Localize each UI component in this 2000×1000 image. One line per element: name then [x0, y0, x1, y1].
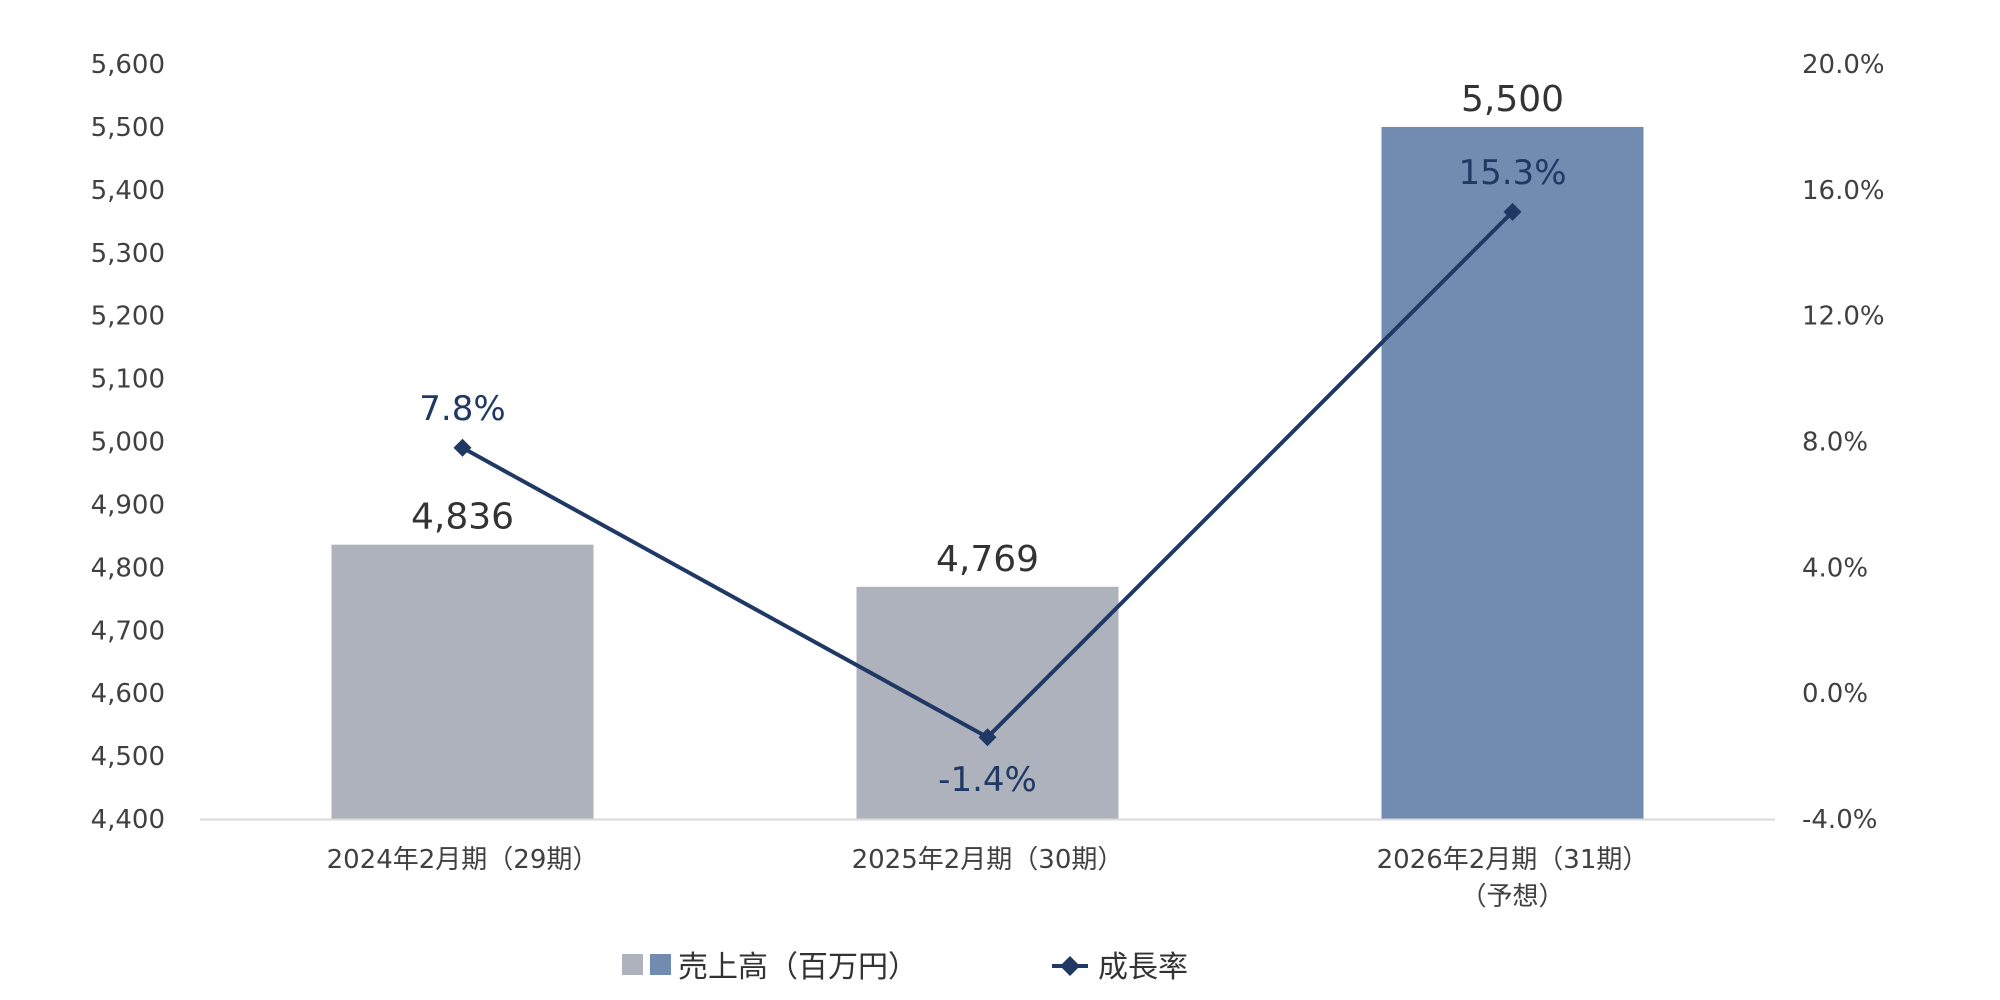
sales-value-label: 4,769: [936, 539, 1039, 580]
growth-rate-marker: [453, 438, 472, 457]
sales-bar: [856, 586, 1119, 819]
growth-rate-value-label: -1.4%: [938, 760, 1037, 800]
left-axis-tick-label: 4,500: [91, 742, 165, 772]
left-axis-tick-label: 4,600: [91, 679, 165, 709]
growth-rate-value-label: 15.3%: [1458, 153, 1566, 193]
right-axis-tick-label: 8.0%: [1802, 428, 1868, 458]
right-axis-tick-label: 4.0%: [1802, 553, 1868, 583]
left-axis-tick-label: 5,500: [91, 113, 165, 143]
category-axis: 2024年2月期（29期） 2025年2月期（30期） 2026年2月期（31期） （…: [327, 845, 1649, 912]
sales-bars: [331, 126, 1644, 819]
left-axis-tick-label: 5,100: [91, 365, 165, 395]
category-label: 2025年2月期（30期）: [852, 845, 1124, 875]
legend-swatch-actual: [622, 954, 643, 975]
left-axis-tick-label: 4,700: [91, 616, 165, 646]
left-axis-tick-label: 4,400: [91, 805, 165, 835]
growth-rate-marker: [1503, 202, 1522, 221]
legend-swatch-forecast: [650, 954, 671, 975]
left-axis-tick-label: 4,800: [91, 553, 165, 583]
growth-rate-marker: [978, 728, 997, 747]
right-axis-tick-label: 16.0%: [1802, 176, 1885, 206]
right-axis-tick-label: 0.0%: [1802, 679, 1868, 709]
legend-label-rate: 成長率: [1098, 950, 1188, 985]
left-axis-tick-label: 5,600: [91, 50, 165, 80]
category-label: 2026年2月期（31期）: [1377, 845, 1649, 875]
growth-rate-line: [453, 202, 1522, 747]
left-axis-tick-label: 4,900: [91, 490, 165, 520]
left-axis-tick-label: 5,400: [91, 176, 165, 206]
right-axis-tick-label: 12.0%: [1802, 302, 1885, 332]
legend: 売上高（百万円） 成長率: [622, 950, 1188, 985]
sales-bar: [331, 544, 594, 819]
legend-diamond-icon: [1060, 956, 1080, 976]
legend-label-sales: 売上高（百万円）: [678, 950, 918, 985]
right-axis: -4.0% 0.0% 4.0% 8.0% 12.0% 16.0% 20.0%: [1802, 50, 1885, 835]
category-label: （予想）: [1460, 882, 1564, 912]
sales-value-label: 4,836: [411, 497, 514, 538]
sales-bar: [1381, 126, 1644, 819]
left-axis: 4,400 4,500 4,600 4,700 4,800 4,900 5,000 5,100…: [91, 50, 165, 835]
left-axis-tick-label: 5,000: [91, 428, 165, 458]
data-labels: 4,836 4,769 5,500 7.8% -1.4% 15.3%: [411, 79, 1567, 800]
right-axis-tick-label: -4.0%: [1802, 805, 1877, 835]
left-axis-tick-label: 5,200: [91, 302, 165, 332]
sales-value-label: 5,500: [1461, 79, 1564, 120]
category-label: 2024年2月期（29期）: [327, 845, 599, 875]
growth-rate-value-label: 7.8%: [419, 389, 505, 429]
left-axis-tick-label: 5,300: [91, 239, 165, 269]
right-axis-tick-label: 20.0%: [1802, 50, 1885, 80]
